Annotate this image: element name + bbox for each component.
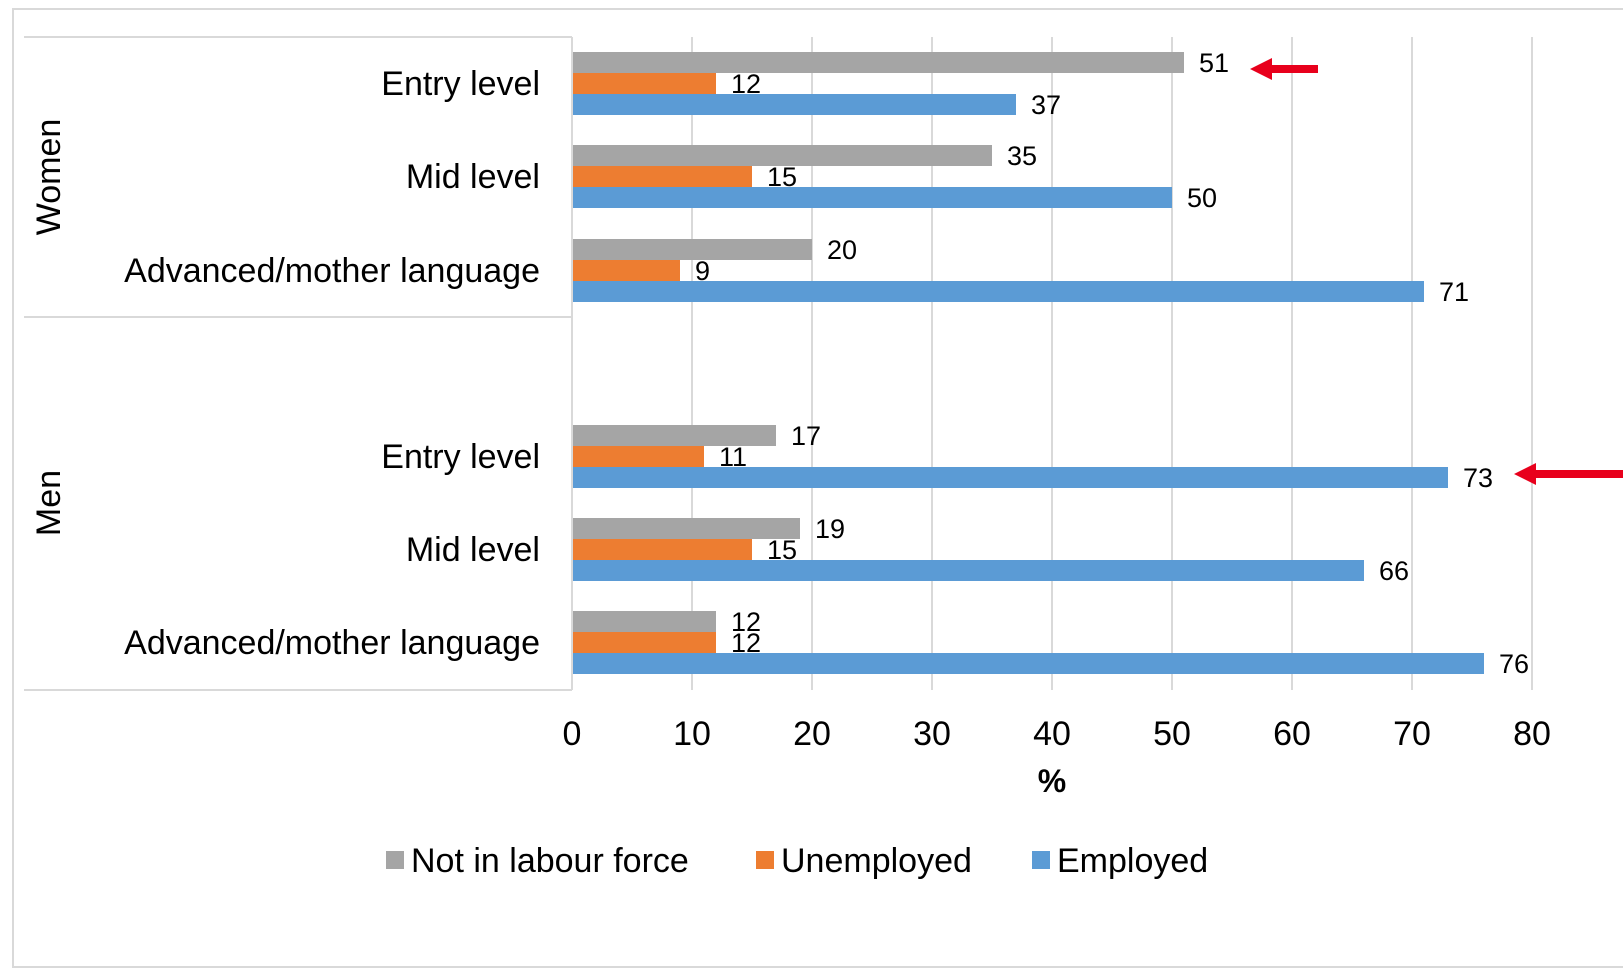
bar [572, 425, 776, 446]
bar [572, 52, 1184, 73]
legend-swatch [1032, 851, 1050, 869]
bar [572, 632, 716, 653]
legend-swatch [756, 851, 774, 869]
bar [572, 239, 812, 260]
category-label: Entry level [381, 65, 540, 103]
bar [572, 281, 1424, 302]
category-label: Advanced/mother language [124, 252, 540, 290]
data-label: 15 [767, 535, 797, 565]
tick-label: 70 [1393, 715, 1431, 753]
x-axis-label: % [1038, 763, 1066, 799]
group-label: Men [30, 470, 68, 536]
category-axis: Entry level Mid level Advanced/mother lang… [24, 36, 573, 691]
category-label: Mid level [406, 531, 540, 569]
category-label: Entry level [381, 438, 540, 476]
tick-label: 10 [673, 715, 711, 753]
gridlines [691, 37, 1533, 690]
bar [572, 560, 1364, 581]
bar [572, 260, 680, 281]
data-label: 11 [719, 442, 747, 472]
data-label: 15 [767, 162, 797, 192]
data-label: 12 [731, 628, 761, 658]
tick-label: 60 [1273, 715, 1311, 753]
red-arrow-icon [1250, 58, 1318, 80]
data-label: 20 [827, 235, 857, 265]
category-label: Mid level [406, 158, 540, 196]
legend-swatch [386, 851, 404, 869]
annotations [1250, 58, 1623, 485]
bar [572, 518, 800, 539]
bar [572, 73, 716, 94]
legend-entry: Unemployed [781, 842, 972, 880]
data-label: 71 [1439, 277, 1469, 307]
tick-label: 20 [793, 715, 831, 753]
data-label: 37 [1031, 90, 1061, 120]
data-label: 9 [695, 256, 710, 286]
x-axis-ticks: 0 10 20 30 40 50 60 70 80 [563, 715, 1551, 753]
bar [572, 145, 992, 166]
legend: Not in labour force Unemployed Employed [386, 842, 1208, 880]
data-label: 51 [1199, 48, 1229, 78]
data-label: 76 [1499, 649, 1529, 679]
tick-label: 50 [1153, 715, 1191, 753]
bar [572, 446, 704, 467]
data-label: 50 [1187, 183, 1217, 213]
tick-label: 80 [1513, 715, 1551, 753]
legend-entry: Employed [1057, 842, 1208, 880]
data-label: 35 [1007, 141, 1037, 171]
bar [572, 166, 752, 187]
bar [572, 611, 716, 632]
bar [572, 653, 1484, 674]
bars [572, 52, 1484, 674]
data-label: 19 [815, 514, 845, 544]
data-label: 12 [731, 69, 761, 99]
bar [572, 539, 752, 560]
red-arrow-icon [1514, 463, 1623, 485]
tick-label: 40 [1033, 715, 1071, 753]
tick-label: 0 [563, 715, 582, 753]
data-label: 12 [731, 607, 761, 637]
category-label: Advanced/mother language [124, 624, 540, 662]
bar [572, 467, 1448, 488]
bar [572, 187, 1172, 208]
data-label: 73 [1463, 463, 1493, 493]
legend-entry: Not in labour force [411, 842, 689, 880]
data-label: 66 [1379, 556, 1409, 586]
bar [572, 94, 1016, 115]
tick-label: 30 [913, 715, 951, 753]
data-label: 17 [791, 421, 821, 451]
group-label: Women [30, 119, 68, 236]
